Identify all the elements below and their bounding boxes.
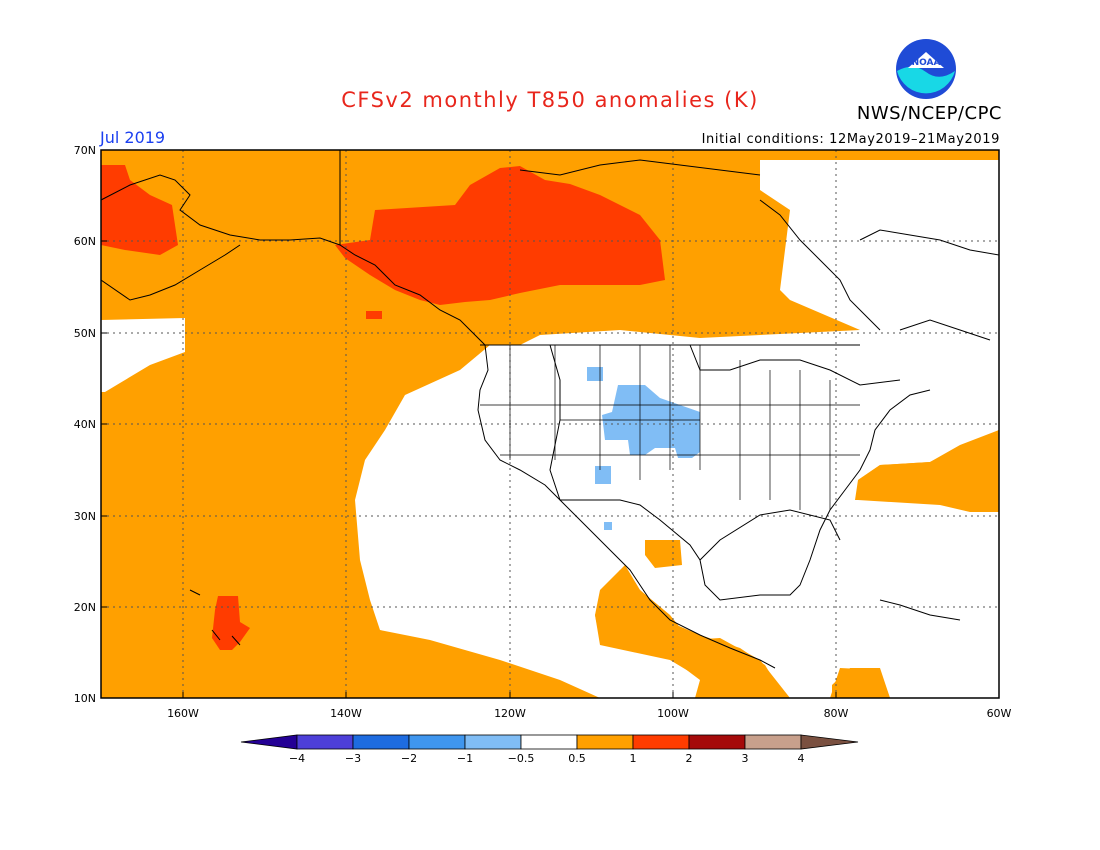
legend-tick-label: 1 — [630, 752, 637, 765]
hot-region-hawaii — [212, 596, 250, 650]
legend-arrow-high — [800, 734, 859, 750]
cool-region-plains — [602, 385, 700, 458]
lat-labels: 70N 60N 50N 40N 30N 20N 10N — [74, 144, 96, 705]
warm-patch-caribbean — [832, 668, 890, 698]
legend-swatch — [296, 734, 354, 750]
neutral-region-main — [101, 318, 185, 392]
legend-swatch — [520, 734, 578, 750]
axis-ticks — [101, 149, 1000, 699]
legend-swatch — [632, 734, 690, 750]
legend-arrow-low — [240, 734, 298, 750]
lon-labels: 160W 140W 120W 100W 80W 60W — [167, 707, 1011, 720]
lat-label: 10N — [74, 692, 96, 705]
coastlines — [101, 150, 999, 669]
legend-swatch — [352, 734, 410, 750]
legend-swatch — [576, 734, 634, 750]
legend-swatch — [744, 734, 802, 750]
chart-title: CFSv2 monthly T850 anomalies (K) — [341, 88, 759, 112]
state-borders — [480, 345, 860, 510]
neutral-region-canada — [760, 160, 999, 330]
lon-label: 80W — [824, 707, 849, 720]
lon-label: 160W — [167, 707, 199, 720]
neutral-region-pacific-conus — [355, 330, 999, 698]
hot-region-canada — [335, 166, 665, 305]
noaa-logo-icon: NOAA — [896, 39, 956, 99]
cool-patch-south — [595, 466, 611, 484]
map-frame — [100, 149, 1000, 699]
map-grid — [101, 150, 999, 698]
lat-label: 30N — [74, 510, 96, 523]
logo-text: NOAA — [912, 58, 941, 68]
lat-label: 50N — [74, 327, 96, 340]
legend-tick-label: 3 — [742, 752, 749, 765]
warm-anomaly-field — [101, 150, 999, 698]
legend-tick-label: −2 — [401, 752, 417, 765]
lat-label: 60N — [74, 235, 96, 248]
lon-label: 140W — [330, 707, 362, 720]
legend-tick-label: −3 — [345, 752, 361, 765]
hot-region-alaska — [101, 165, 178, 255]
legend-tick-label: −1 — [457, 752, 473, 765]
hot-patch-small — [366, 311, 382, 319]
legend-tick-label: −4 — [289, 752, 305, 765]
cool-patch-tiny — [604, 522, 612, 530]
lon-label: 100W — [657, 707, 689, 720]
legend-tick-label: 0.5 — [568, 752, 586, 765]
legend-swatch — [408, 734, 466, 750]
lat-label: 20N — [74, 601, 96, 614]
lat-label: 40N — [74, 418, 96, 431]
warm-patch-atlantic — [858, 430, 999, 512]
agency-label: NWS/NCEP/CPC — [856, 103, 1002, 124]
lon-label: 120W — [494, 707, 526, 720]
color-legend — [240, 734, 859, 750]
legend-tick-label: −0.5 — [508, 752, 535, 765]
legend-swatch — [464, 734, 522, 750]
lon-label: 60W — [987, 707, 1012, 720]
warm-patch-mexico — [595, 570, 780, 698]
forecast-period: Jul 2019 — [100, 128, 166, 147]
legend-tick-label: 4 — [798, 752, 805, 765]
lat-label: 70N — [74, 144, 96, 157]
initial-conditions: Initial conditions: 12May2019–21May2019 — [701, 132, 1000, 147]
legend-tick-label: 2 — [686, 752, 693, 765]
legend-swatch — [688, 734, 746, 750]
legend-labels: −4 −3 −2 −1 −0.5 0.5 1 2 3 4 — [289, 752, 805, 765]
cool-patch-north — [587, 367, 603, 381]
warm-patch-gulf — [645, 540, 682, 568]
